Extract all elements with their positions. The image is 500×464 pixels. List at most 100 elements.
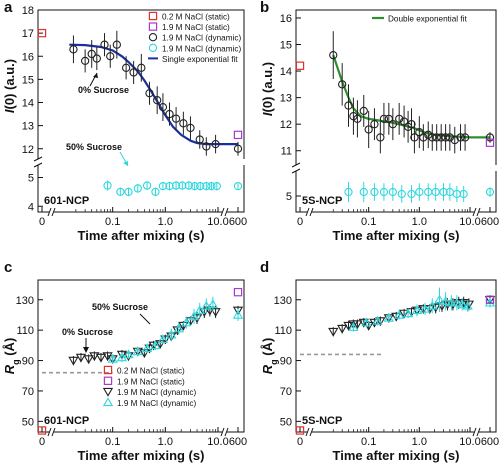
- cyan-series-point: [451, 297, 463, 307]
- black-series-point: [95, 353, 107, 363]
- plot-frame: [295, 9, 497, 213]
- y-break-mark: [33, 162, 43, 168]
- x-tick-label: 0: [297, 436, 303, 448]
- axis-break-mark: [476, 207, 481, 217]
- black-series-point: [369, 318, 380, 328]
- legend-label: 0.2 M NaCl (static): [162, 13, 230, 22]
- legend-label: 1.9 M NaCl (dynamic): [117, 388, 196, 397]
- panel-c: c 50 70 90 110 130 0 0.1 1.0 10.0 600 Time after mi…: [2, 259, 247, 463]
- x-tick-label: 0.1: [105, 216, 120, 228]
- black-series-point: [211, 139, 220, 149]
- axis-break-mark: [220, 207, 225, 217]
- black-series-point: [153, 96, 162, 105]
- axis-break-mark: [309, 427, 314, 437]
- legend-swatch: [148, 33, 158, 42]
- black-series-point: [165, 109, 174, 119]
- y-tick-label: 50: [22, 416, 34, 428]
- cyan-series-point: [361, 317, 372, 327]
- y-label-rest: (Å): [260, 338, 275, 360]
- black-series-point: [186, 123, 195, 133]
- black-series-point: [395, 114, 404, 124]
- x-axis-label: Time after mixing (s): [78, 448, 205, 463]
- cyan-series-point: [133, 184, 142, 193]
- annotation-0-sucrose: 0% Sucrose: [62, 327, 113, 337]
- axis-break-mark: [476, 427, 481, 437]
- cyan-series-point: [151, 187, 160, 197]
- legend-label: Double exponential fit: [388, 15, 467, 24]
- y-break-gap: [492, 165, 500, 171]
- y-tick-label: 5: [28, 173, 34, 185]
- black-series-point: [353, 114, 362, 124]
- cyan-series-point: [446, 297, 457, 307]
- cyan-series-point: [402, 308, 414, 318]
- black-series-point: [398, 309, 410, 319]
- axis-break-gap: [307, 428, 312, 436]
- black-series-point: [437, 133, 446, 142]
- x-tick-label: 600: [481, 436, 499, 448]
- y-tick-label: 110: [16, 325, 34, 337]
- axis-break-gap: [49, 208, 54, 216]
- black-series-point: [419, 133, 428, 142]
- black-series-point: [68, 356, 79, 366]
- black-series-point: [121, 63, 131, 72]
- cyan-series-point: [116, 187, 125, 197]
- x-tick-label: 600: [229, 436, 247, 448]
- cyan-series-point: [427, 300, 438, 310]
- black-series-point: [100, 40, 109, 49]
- legend-swatch: [148, 22, 158, 31]
- axis-break-mark: [309, 207, 314, 217]
- cyan-series-point: [397, 189, 406, 199]
- cyan-series-point: [201, 300, 212, 310]
- black-series-point: [116, 350, 128, 360]
- cyan-series-point: [207, 299, 219, 309]
- annotation-0-sucrose: 0% Sucrose: [78, 85, 129, 95]
- black-series-point: [129, 68, 138, 77]
- black-series-point: [456, 133, 465, 142]
- x-tick-label: 1.0: [412, 216, 427, 228]
- cyan-series-point: [484, 297, 496, 307]
- y-break-gap: [34, 159, 42, 165]
- cyan-series-point: [407, 189, 416, 199]
- y-label-subscript: g: [11, 359, 21, 365]
- black-series-point: [80, 56, 90, 66]
- y-axis-label: I(0) (a.u.): [260, 62, 275, 116]
- y-tick-label: 13: [280, 93, 292, 105]
- sample-label: 5S-NCP: [302, 415, 342, 427]
- black-series-point: [460, 133, 470, 142]
- legend-swatch: [148, 11, 158, 21]
- black-series-point: [158, 102, 168, 112]
- axis-break-gap: [474, 208, 479, 216]
- y-break-mark: [291, 168, 301, 174]
- sample-label: 601-NCP: [44, 415, 89, 427]
- legend-swatch: [103, 365, 113, 375]
- cyan-series-point: [348, 322, 359, 331]
- axis-break-mark: [51, 427, 56, 437]
- y-tick-label: 90: [280, 356, 292, 368]
- x-tick-label: 600: [481, 216, 499, 228]
- legend-label: 1.9 M NaCl (dynamic): [117, 399, 196, 408]
- cyan-series-point: [171, 181, 181, 190]
- cyan-series-point: [233, 181, 243, 191]
- black-series-point: [328, 327, 339, 337]
- x-tick-label: 0: [297, 216, 303, 228]
- y-tick-label: 13: [22, 121, 34, 133]
- y-tick-label: 50: [280, 416, 292, 428]
- axis-break-mark: [224, 207, 229, 217]
- cyan-series-point: [107, 353, 118, 363]
- y-tick-label: 12: [280, 119, 292, 131]
- cyan-series-point: [462, 300, 473, 310]
- panel-d: d 50 70 90 110 130 0 0.1 1.0 10.0 600 Time after mi…: [260, 259, 499, 463]
- black-series-point: [179, 119, 188, 128]
- cyan-series-point: [141, 343, 153, 353]
- black-series-point: [210, 308, 221, 318]
- y-label-italic: I: [260, 112, 275, 116]
- panel-letter: b: [260, 0, 269, 16]
- cyan-series-point: [194, 305, 205, 315]
- y-label-italic: I: [2, 109, 17, 113]
- cyan-series-point: [431, 187, 440, 197]
- y-label-italic: R: [260, 364, 275, 374]
- black-series-point: [202, 142, 211, 151]
- x-tick-label: 1.0: [158, 216, 173, 228]
- legend-label: Single exponential fit: [162, 55, 238, 64]
- cyan-series-point: [184, 181, 194, 190]
